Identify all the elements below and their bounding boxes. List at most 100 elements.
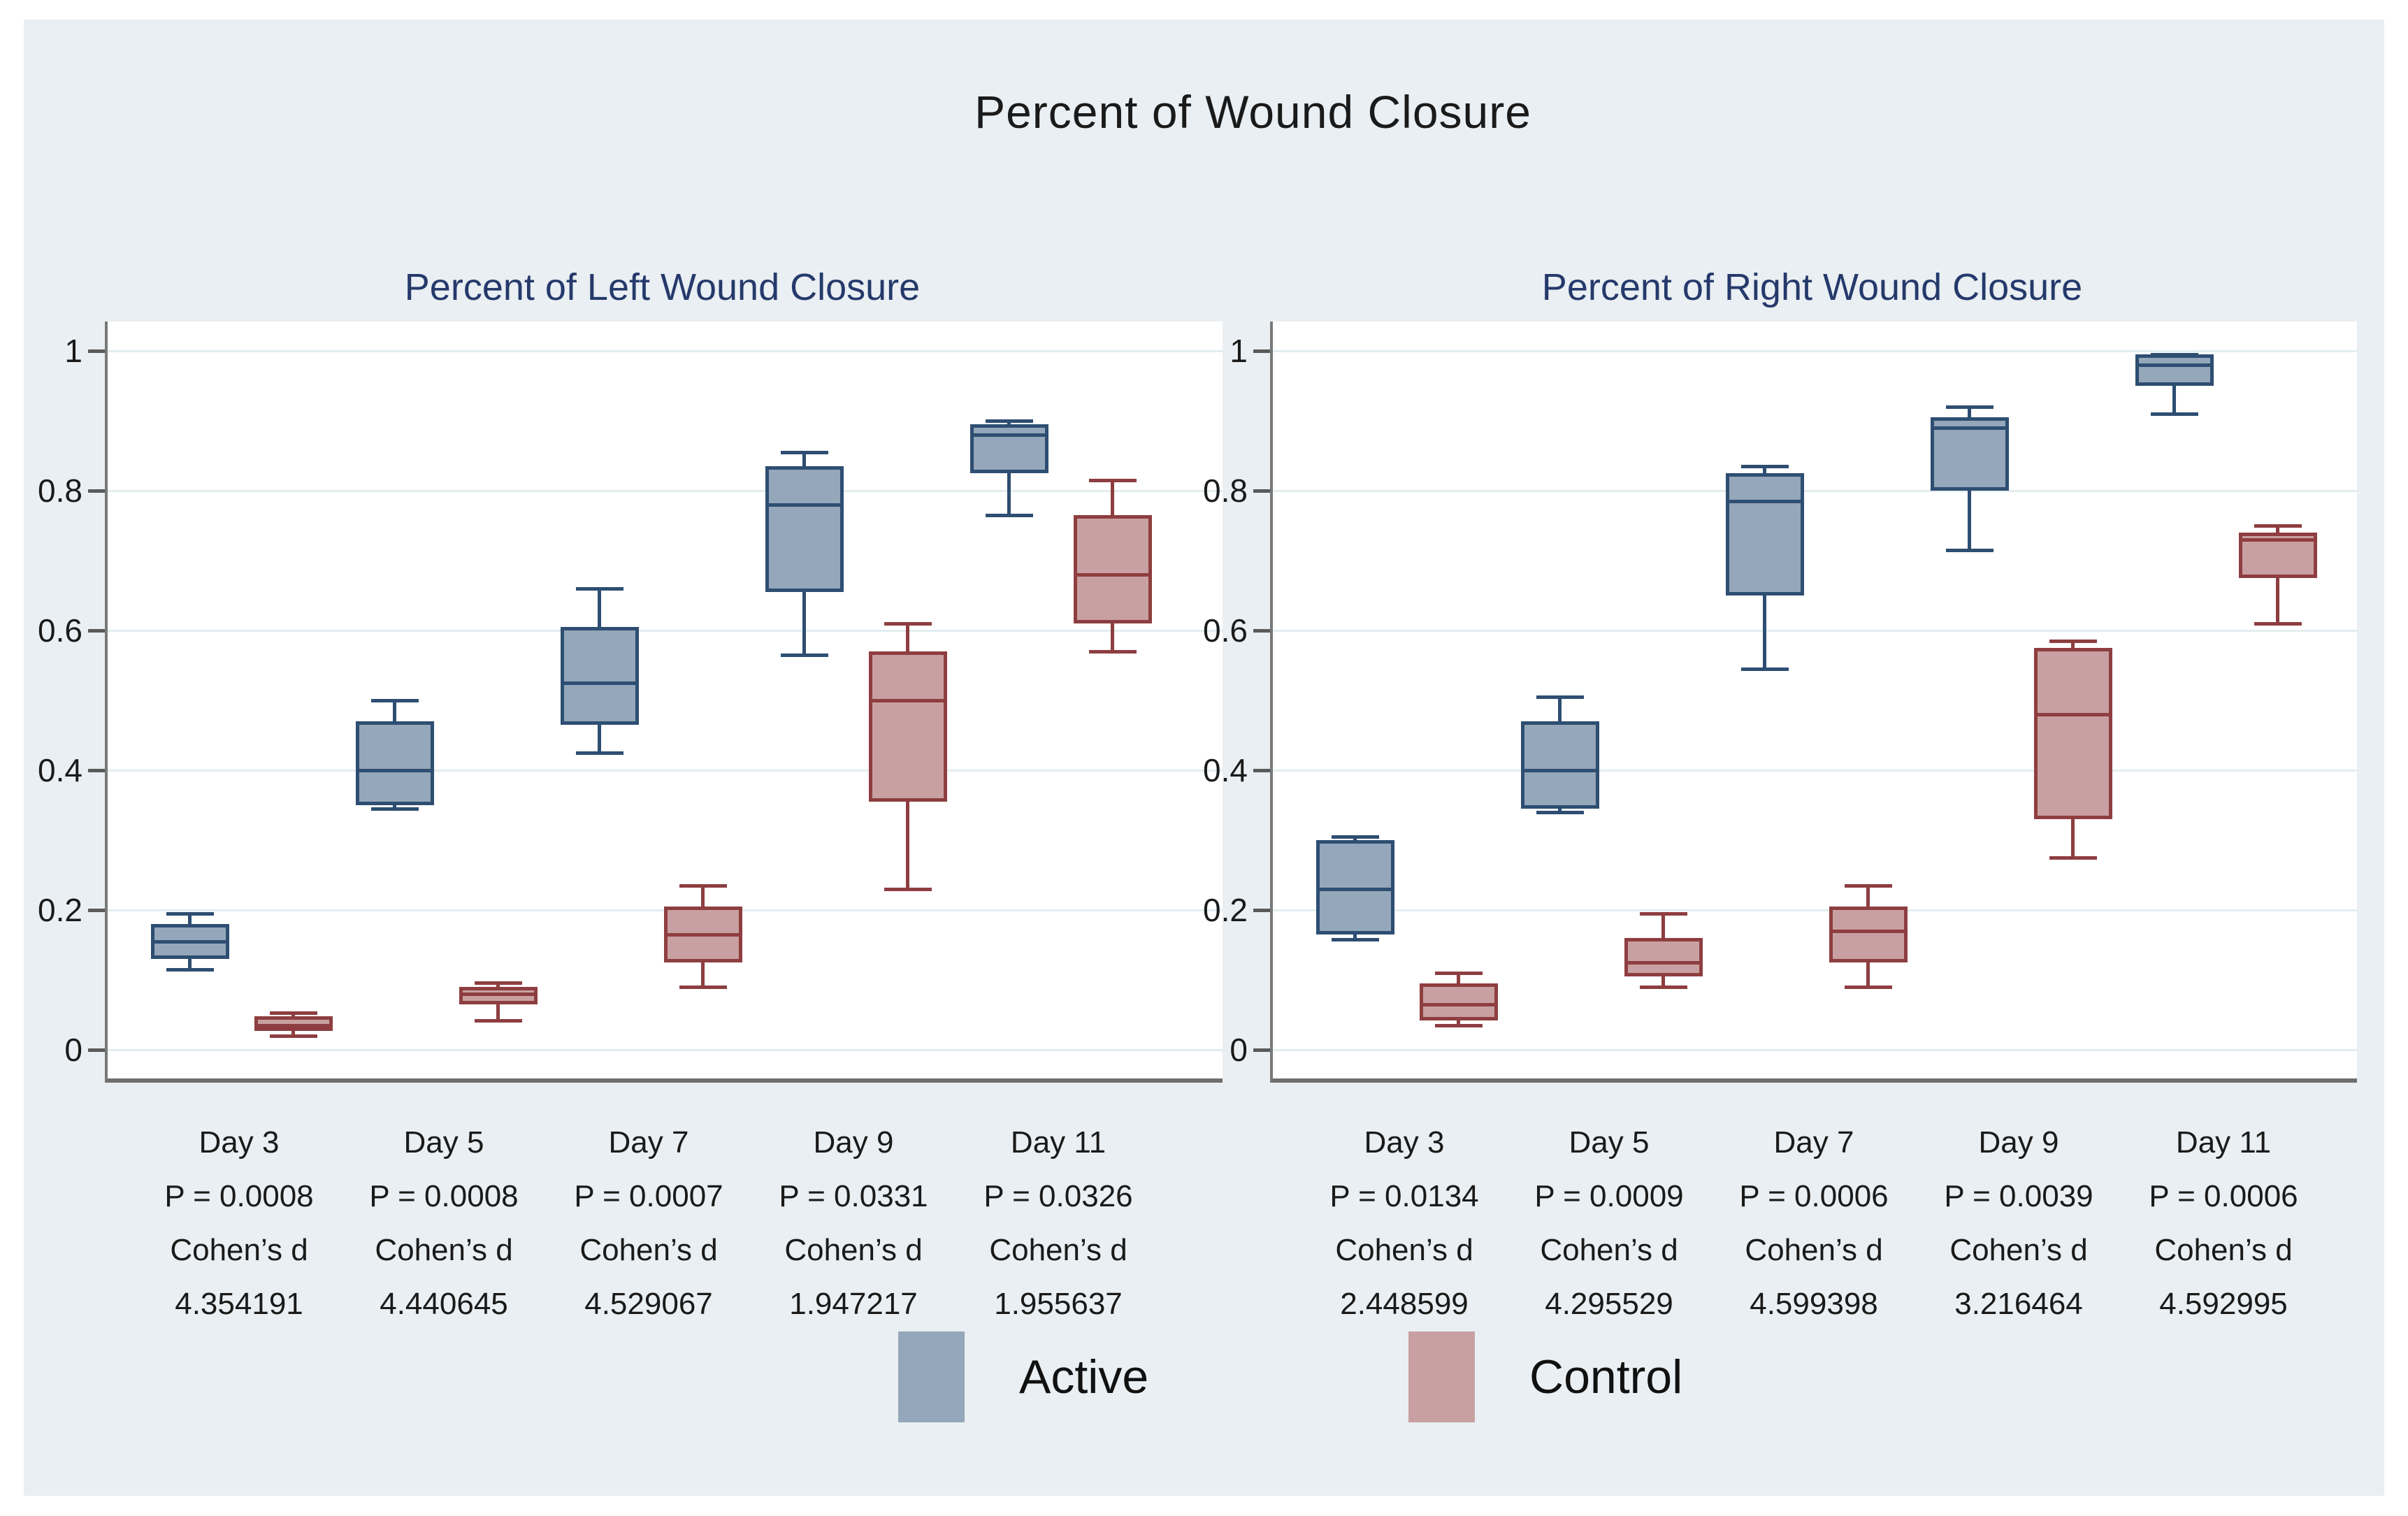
whisker-upper [1661, 914, 1665, 938]
box-rect [869, 651, 947, 802]
whisker-lower [393, 805, 396, 809]
x-annotation-day-5-left: Day 5 P = 0.0008 Cohen’s d 4.440645 [325, 1116, 563, 1331]
gridline-y-0.6 [1273, 630, 2357, 632]
box-rect [765, 466, 844, 592]
cohens-d-value: 1.947217 [789, 1287, 918, 1321]
whisker-cap-top [1845, 884, 1892, 888]
whisker-cap-top [576, 587, 623, 591]
whisker-cap-top [986, 419, 1033, 423]
median-line [869, 699, 947, 702]
median-line [254, 1024, 333, 1027]
median-line [1624, 961, 1703, 965]
median-line [1420, 1003, 1498, 1006]
whisker-cap-bottom [1536, 811, 1584, 814]
y-axis-tick-mark-left [88, 1048, 105, 1052]
whisker-upper [802, 452, 806, 466]
y-axis-tick-mark-right [1253, 769, 1270, 772]
median-line [970, 433, 1048, 437]
box-rect [356, 721, 434, 805]
whisker-cap-bottom [1089, 650, 1137, 654]
box-control-day-3-left [254, 322, 333, 1078]
whisker-lower [1558, 809, 1562, 812]
legend-label-control: Control [1529, 1350, 1683, 1403]
whisker-lower [701, 962, 705, 987]
whisker-lower [598, 725, 601, 753]
whisker-cap-bottom [2151, 412, 2198, 416]
whisker-cap-top [1089, 479, 1137, 482]
whisker-cap-bottom [2049, 856, 2097, 860]
whisker-upper [701, 886, 705, 907]
cohens-d-value: 4.295529 [1545, 1287, 1673, 1321]
box-control-day-9-right [2034, 322, 2112, 1078]
median-line [664, 933, 742, 937]
box-control-day-11-right [2239, 322, 2317, 1078]
p-value-label: P = 0.0134 [1329, 1179, 1479, 1213]
whisker-lower [1661, 976, 1665, 987]
right-panel-plot-area [1270, 322, 2357, 1083]
whisker-upper [1558, 697, 1562, 721]
y-axis-tick-mark-right [1253, 629, 1270, 633]
whisker-lower [2071, 819, 2075, 858]
box-control-day-5-right [1624, 322, 1703, 1078]
median-line [151, 940, 229, 944]
cohens-d-value: 4.592995 [2159, 1287, 2288, 1321]
box-active-day-11-left [970, 322, 1048, 1078]
x-tick-day-label: Day 9 [1978, 1125, 2059, 1160]
median-line [1521, 769, 1599, 772]
x-annotation-day-9-left: Day 9 P = 0.0331 Cohen’s d 1.947217 [735, 1116, 972, 1331]
x-tick-day-label: Day 7 [608, 1125, 689, 1160]
x-annotation-day-3-right: Day 3 P = 0.0134 Cohen’s d 2.448599 [1285, 1116, 1523, 1331]
x-tick-day-label: Day 7 [1773, 1125, 1854, 1160]
cohens-d-label: Cohen’s d [989, 1233, 1127, 1267]
box-active-day-11-right [2135, 322, 2214, 1078]
box-rect [1420, 983, 1498, 1020]
median-line [1931, 426, 2009, 430]
median-line [765, 503, 844, 507]
median-line [356, 769, 434, 772]
y-axis-tick-mark-left [88, 769, 105, 772]
gridline-y-0.4 [1273, 770, 2357, 772]
y-axis-tick-label-left: 0.4 [38, 752, 82, 788]
box-rect [1726, 473, 1804, 595]
box-active-day-9-right [1931, 322, 2009, 1078]
y-axis-tick-mark-left [88, 489, 105, 493]
cohens-d-label: Cohen’s d [1745, 1233, 1883, 1267]
cohens-d-label: Cohen’s d [1540, 1233, 1678, 1267]
whisker-cap-top [884, 622, 932, 626]
x-tick-day-label: Day 11 [2175, 1125, 2272, 1160]
whisker-upper [1457, 973, 1460, 983]
cohens-d-value: 2.448599 [1340, 1287, 1469, 1321]
whisker-cap-bottom [166, 968, 214, 972]
cohens-d-value: 4.354191 [175, 1287, 303, 1321]
y-axis-tick-label-left: 0.8 [38, 472, 82, 509]
whisker-lower [802, 592, 806, 655]
gridline-y-1 [1273, 350, 2357, 352]
y-axis-tick-mark-left [88, 629, 105, 633]
whisker-cap-bottom [576, 751, 623, 755]
whisker-upper [496, 983, 500, 987]
whisker-lower [1353, 934, 1357, 939]
cohens-d-label: Cohen’s d [375, 1233, 513, 1267]
cohens-d-label: Cohen’s d [1335, 1233, 1473, 1267]
whisker-lower [1968, 491, 1971, 550]
x-annotation-day-7-right: Day 7 P = 0.0006 Cohen’s d 4.599398 [1695, 1116, 1933, 1331]
box-rect [1074, 515, 1152, 623]
whisker-cap-top [1435, 972, 1483, 975]
median-line [459, 992, 538, 996]
whisker-lower [2172, 386, 2176, 414]
y-axis-tick-label-left: 0.6 [38, 612, 82, 649]
median-line [1074, 573, 1152, 577]
box-control-day-5-left [459, 322, 538, 1078]
gridline-y-0.6 [108, 630, 1223, 632]
gridline-y-0 [108, 1049, 1223, 1051]
x-annotation-day-11-left: Day 11 P = 0.0326 Cohen’s d 1.955637 [939, 1116, 1177, 1331]
cohens-d-label: Cohen’s d [2154, 1233, 2293, 1267]
cohens-d-value: 4.599398 [1750, 1287, 1878, 1321]
cohens-d-label: Cohen’s d [1949, 1233, 2088, 1267]
x-annotation-day-5-right: Day 5 P = 0.0009 Cohen’s d 4.295529 [1490, 1116, 1728, 1331]
gridline-y-0 [1273, 1049, 2357, 1051]
whisker-upper [2071, 641, 2075, 648]
whisker-lower [2276, 578, 2279, 623]
right-panel-title: Percent of Right Wound Closure [1541, 266, 2083, 308]
whisker-cap-top [1640, 912, 1687, 916]
